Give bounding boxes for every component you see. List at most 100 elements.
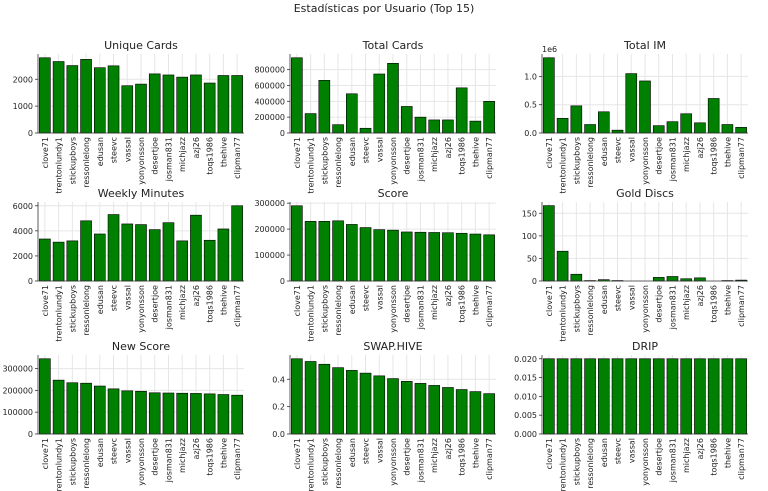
x-tick-label: ressonlelong (586, 137, 595, 188)
x-tick-label: yonyonsson (137, 285, 146, 333)
x-tick-label: yonyonsson (137, 438, 146, 486)
x-tick-label: thehive (723, 137, 732, 167)
y-tick-label: 1000 (13, 102, 33, 111)
x-tick-label: clove71 (293, 438, 302, 469)
bar-desertjoe (148, 392, 161, 435)
subplot-weekly-minutes: Weekly Minutes 0 2000 4000 6000 clove71 trento… (13, 187, 244, 342)
bar-azj26 (442, 387, 454, 435)
x-tick-label: josman831 (668, 285, 677, 330)
bar-desertjoe (400, 106, 413, 134)
x-tick-label: desertjoe (655, 285, 664, 323)
bar-azj26 (442, 232, 454, 282)
bar-trentonlundy1 (304, 113, 317, 134)
bar-clove71 (291, 358, 303, 435)
x-tick-label: trentonlundy1 (55, 285, 64, 342)
subplot-total-cards: Total Cards 0 200000 400000 600000 800000 clov… (254, 39, 496, 194)
x-tick-label: thehive (471, 285, 480, 315)
subplot-title: SWAP.HIVE (363, 340, 422, 353)
bar-ressonlelong (584, 358, 596, 435)
x-tick-label: clove71 (41, 137, 50, 168)
bar-clipman77 (483, 393, 495, 435)
x-tick-label: steevc (110, 285, 119, 311)
bar-steevc (107, 214, 120, 282)
bar-josman831 (162, 74, 175, 134)
y-tick-label: 0.0 (272, 430, 285, 439)
bar-clove71 (39, 57, 51, 134)
bar-edusan (346, 93, 358, 134)
x-tick-label: edusan (96, 285, 105, 314)
bar-clipman77 (231, 205, 243, 282)
x-tick-label: thehive (219, 285, 228, 315)
y-tick-label: 0.015 (514, 374, 537, 383)
bar-trentonlundy1 (52, 61, 65, 134)
x-tick-label: azj26 (192, 137, 201, 159)
bar-trentonlundy1 (556, 117, 569, 134)
bar-vassal (121, 85, 134, 134)
bar-stickupboys (318, 80, 331, 134)
x-tick-label: trentonlundy1 (559, 438, 568, 491)
y-tick-label: 2000 (13, 75, 33, 84)
bar-steevc (359, 372, 372, 435)
bar-thehive (721, 124, 734, 134)
x-tick-label: azj26 (696, 137, 705, 159)
bar-ressonlelong (80, 382, 92, 435)
bar-stickupboys (318, 221, 331, 282)
x-tick-label: michjazz (682, 285, 691, 320)
x-tick-label: toqs1986 (710, 137, 719, 175)
bar-edusan (346, 224, 358, 282)
x-tick-label: yonyonsson (641, 285, 650, 333)
bar-desertjoe (400, 381, 413, 435)
x-tick-label: stickupboys (572, 438, 581, 485)
y-tick-label: 300000 (254, 199, 285, 208)
x-tick-label: clipman77 (233, 285, 242, 327)
x-tick-label: josman831 (416, 438, 425, 483)
x-tick-label: stickupboys (68, 438, 77, 485)
x-tick-label: clove71 (545, 285, 554, 316)
bar-ressonlelong (332, 220, 344, 282)
bar-trentonlundy1 (52, 379, 65, 435)
subplot-title: New Score (112, 340, 171, 353)
x-tick-label: thehive (219, 137, 228, 167)
x-tick-label: steevc (362, 438, 371, 464)
x-tick-label: desertjoe (655, 137, 664, 175)
x-tick-label: yonyonsson (389, 285, 398, 333)
bar-toqs1986 (455, 389, 468, 435)
subplot-new-score: New Score 0 100000 200000 300000 clove71 trent… (2, 340, 244, 491)
y-tick-label: 0.5 (524, 101, 537, 110)
x-tick-label: azj26 (192, 285, 201, 307)
bar-steevc (359, 227, 372, 282)
bar-thehive (217, 394, 230, 435)
bar-toqs1986 (203, 239, 216, 282)
x-tick-label: toqs1986 (458, 285, 467, 323)
subplot-title: DRIP (632, 340, 658, 353)
y-tick-label: 0.4 (272, 375, 285, 384)
bar-josman831 (162, 222, 175, 282)
y-tick-label: 400000 (254, 97, 285, 106)
x-tick-label: toqs1986 (206, 285, 215, 323)
x-tick-label: michjazz (430, 285, 439, 320)
x-tick-label: thehive (471, 137, 480, 167)
x-tick-label: michjazz (430, 438, 439, 473)
bar-vassal (121, 223, 134, 282)
bar-josman831 (666, 276, 679, 282)
x-tick-label: steevc (110, 438, 119, 464)
x-tick-label: desertjoe (403, 438, 412, 476)
bar-yonyonsson (639, 80, 651, 134)
x-tick-label: steevc (614, 137, 623, 163)
y-tick-label: 0.005 (514, 411, 537, 420)
subplot-gold-discs: Gold Discs 0 50 100 150 clove71 trentonlundy1 s… (522, 187, 748, 342)
bar-thehive (721, 358, 734, 435)
x-tick-label: josman831 (416, 137, 425, 182)
x-tick-label: michjazz (178, 137, 187, 172)
bar-clove71 (39, 238, 51, 282)
y-tick-label: 0 (532, 277, 537, 286)
x-tick-label: trentonlundy1 (559, 285, 568, 342)
bar-clipman77 (231, 75, 243, 134)
x-tick-label: edusan (348, 285, 357, 314)
bar-josman831 (666, 358, 679, 435)
x-tick-label: ressonlelong (334, 438, 343, 489)
bar-vassal (373, 375, 386, 435)
y-tick-label: 0 (28, 430, 33, 439)
